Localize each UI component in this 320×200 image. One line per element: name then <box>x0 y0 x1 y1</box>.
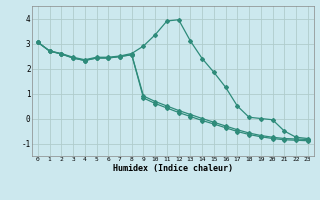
X-axis label: Humidex (Indice chaleur): Humidex (Indice chaleur) <box>113 164 233 173</box>
